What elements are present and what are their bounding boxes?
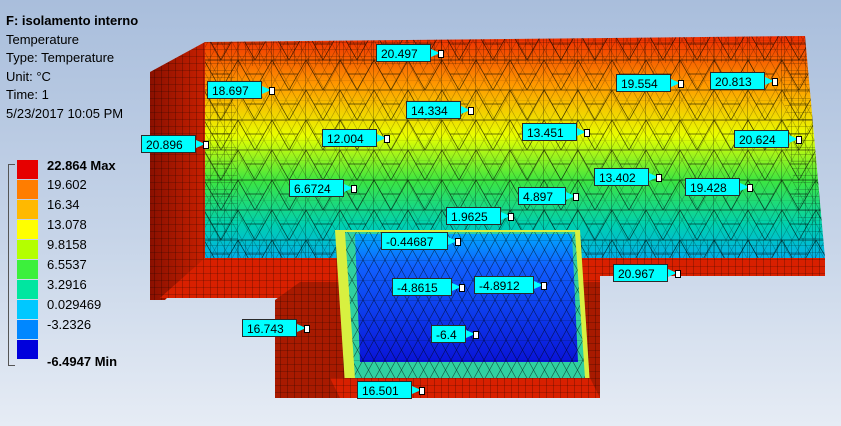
probe-label[interactable]: 13.402 xyxy=(594,168,662,186)
legend-label: 16.34 xyxy=(47,197,80,212)
probe-value: -4.8615 xyxy=(397,281,438,295)
probe-label[interactable]: 13.451 xyxy=(522,123,590,141)
probe-value: 20.813 xyxy=(715,75,752,89)
result-title: F: isolamento interno xyxy=(6,13,139,28)
probe-value: 6.6724 xyxy=(294,182,331,196)
slab-mesh-secondary xyxy=(205,36,825,258)
slab-border-mesh xyxy=(205,36,825,258)
probe-value: 13.402 xyxy=(599,171,636,185)
probe-value: 16.501 xyxy=(362,384,399,398)
legend-label: 0.029469 xyxy=(47,297,102,312)
probe-label[interactable]: 20.624 xyxy=(734,130,802,148)
legend-swatch xyxy=(17,300,38,319)
probe-value: 20.497 xyxy=(381,47,418,61)
probe-label[interactable]: 12.004 xyxy=(322,129,390,147)
probe-value: -0.44687 xyxy=(386,235,434,249)
probe-value: 19.428 xyxy=(690,181,727,195)
column-mesh xyxy=(345,232,585,378)
probe-label[interactable]: 20.896 xyxy=(141,135,209,153)
probe-value: 12.004 xyxy=(327,132,364,146)
legend-swatch xyxy=(17,280,38,299)
probe-label[interactable]: -6.4 xyxy=(431,325,479,343)
legend-swatch xyxy=(17,200,38,219)
legend-swatch xyxy=(17,320,38,339)
probe-label[interactable]: 20.813 xyxy=(710,72,778,90)
color-legend[interactable]: 22.864 Max 19.602 16.34 13.078 9.8158 6.… xyxy=(8,158,164,372)
probe-label[interactable]: -4.8615 xyxy=(392,278,465,296)
result-unit: Unit: °C xyxy=(6,68,51,84)
probe-value: -4.8912 xyxy=(479,279,520,293)
legend-swatch xyxy=(17,220,38,239)
result-timestamp: 5/23/2017 10:05 PM xyxy=(6,105,124,121)
legend-swatch xyxy=(17,240,38,259)
result-type: Type: Temperature xyxy=(6,50,115,65)
legend-label: 6.5537 xyxy=(47,257,87,272)
probe-value: 19.554 xyxy=(621,77,658,91)
legend-label: -3.2326 xyxy=(47,317,92,332)
legend-label: 9.8158 xyxy=(47,237,87,252)
probe-label[interactable]: 14.334 xyxy=(406,101,474,119)
probe-value: 13.451 xyxy=(527,126,564,140)
probe-label[interactable]: -0.44687 xyxy=(381,232,461,250)
probe-value: -6.4 xyxy=(436,328,457,342)
legend-bracket xyxy=(8,164,15,366)
probe-value: 4.897 xyxy=(523,190,554,204)
probe-label[interactable]: 1.9625 xyxy=(446,207,514,225)
legend-swatch xyxy=(17,180,38,199)
probe-label[interactable]: 16.501 xyxy=(357,381,425,399)
legend-swatch xyxy=(17,340,38,359)
probe-value: 14.334 xyxy=(411,104,448,118)
legend-label: 3.2916 xyxy=(47,277,87,292)
probe-value: 18.697 xyxy=(212,84,249,98)
probe-label[interactable]: 16.743 xyxy=(242,319,310,337)
probe-label[interactable]: -4.8912 xyxy=(474,276,547,294)
probe-value: 20.624 xyxy=(739,133,776,147)
result-info-panel: F: isolamento interno Temperature Type: … xyxy=(6,12,138,123)
probe-value: 20.967 xyxy=(618,267,655,281)
slab-left-face-mesh xyxy=(150,42,205,300)
legend-label: 13.078 xyxy=(47,217,87,232)
probe-value: 1.9625 xyxy=(451,210,488,224)
legend-label: 19.602 xyxy=(47,177,87,192)
probe-label[interactable]: 18.697 xyxy=(207,81,275,99)
probe-label[interactable]: 19.428 xyxy=(685,178,753,196)
legend-max-label: 22.864 Max xyxy=(47,158,116,173)
result-quantity: Temperature xyxy=(6,31,79,47)
legend-min-label: -6.4947 Min xyxy=(47,354,118,369)
probe-label[interactable]: 6.6724 xyxy=(289,179,357,197)
result-time: Time: 1 xyxy=(6,87,49,102)
probe-label[interactable]: 4.897 xyxy=(518,187,579,205)
probe-label[interactable]: 20.967 xyxy=(613,264,681,282)
legend-swatch xyxy=(17,160,38,179)
probe-label[interactable]: 19.554 xyxy=(616,74,684,92)
legend-swatch xyxy=(17,260,38,279)
probe-value: 16.743 xyxy=(247,322,284,336)
probe-label[interactable]: 20.497 xyxy=(376,44,444,62)
probe-value: 20.896 xyxy=(146,138,183,152)
